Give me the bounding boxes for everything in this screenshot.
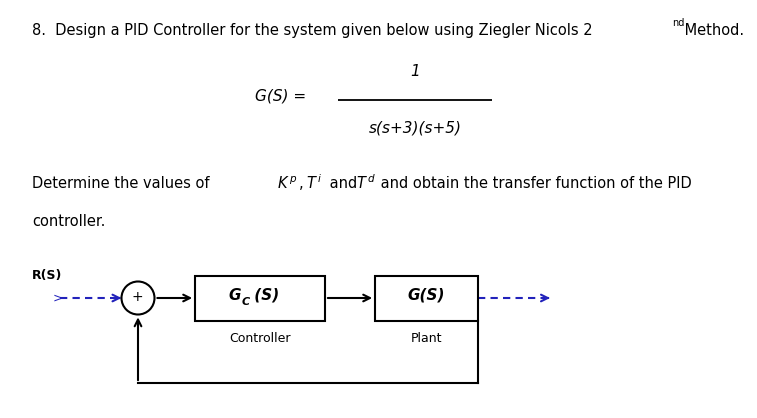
Text: C: C — [241, 297, 250, 307]
Text: controller.: controller. — [32, 214, 105, 229]
Text: i: i — [317, 174, 320, 184]
Text: ,: , — [299, 176, 304, 191]
Text: Plant: Plant — [411, 332, 442, 346]
Text: Determine the values of: Determine the values of — [32, 176, 214, 191]
Text: 1: 1 — [410, 64, 420, 79]
Text: G(S) =: G(S) = — [255, 89, 311, 104]
Text: and: and — [325, 176, 362, 191]
Text: G: G — [228, 288, 241, 303]
Text: 8.  Design a PID Controller for the system given below using Ziegler Nicols 2: 8. Design a PID Controller for the syste… — [32, 23, 593, 38]
Text: (S): (S) — [249, 288, 279, 303]
Text: d: d — [367, 174, 374, 184]
Text: and obtain the transfer function of the PID: and obtain the transfer function of the … — [376, 176, 692, 191]
Bar — [375, 275, 478, 321]
Text: T: T — [356, 176, 365, 191]
Bar — [195, 275, 325, 321]
Text: G(S): G(S) — [408, 288, 445, 303]
Text: Controller: Controller — [229, 332, 291, 346]
Text: p: p — [289, 174, 296, 184]
Text: T: T — [306, 176, 315, 191]
Text: R(S): R(S) — [32, 270, 62, 283]
Text: nd: nd — [672, 18, 685, 28]
Text: s(s+3)(s+5): s(s+3)(s+5) — [369, 120, 462, 135]
Text: +: + — [131, 290, 143, 304]
Text: K: K — [278, 176, 288, 191]
Text: >: > — [53, 291, 64, 304]
Text: Method.: Method. — [680, 23, 744, 38]
